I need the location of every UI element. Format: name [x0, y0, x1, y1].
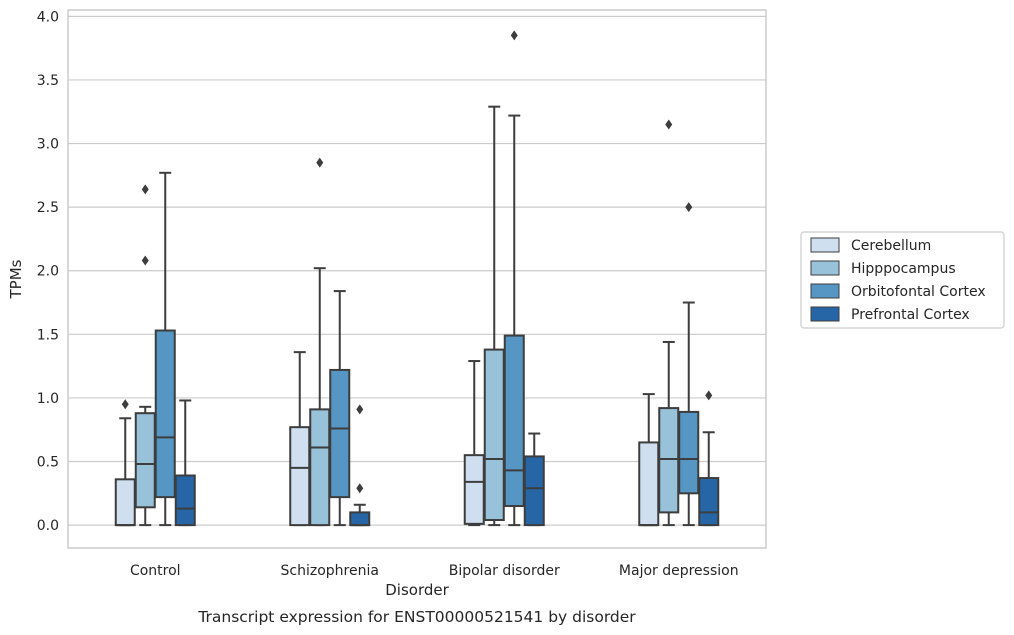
box-body — [309, 408, 331, 527]
box-body — [658, 407, 680, 514]
box-body — [114, 478, 136, 527]
x-axis-ticks: Control Schizophrenia Bipolar disorder Majo… — [130, 563, 739, 579]
box-3-0 — [638, 393, 660, 527]
legend-label: Cerebellum — [851, 238, 931, 254]
box-body — [678, 410, 700, 495]
outlier-point — [705, 390, 713, 401]
y-tick-label: 3.5 — [37, 73, 59, 89]
box-body — [638, 441, 660, 527]
outlier-point — [141, 255, 149, 266]
y-tick-label: 3.0 — [37, 137, 59, 153]
box-body — [698, 477, 720, 527]
box-3-1 — [658, 119, 680, 527]
chart-caption: Transcript expression for ENST0000052154… — [197, 608, 636, 626]
y-axis-ticks: 0.0 0.5 1.0 1.5 2.0 2.5 3.0 3.5 4.0 — [37, 9, 59, 534]
box-1-2 — [329, 290, 351, 527]
box-body — [134, 412, 156, 509]
box-body — [349, 511, 371, 527]
y-tick-label: 2.5 — [37, 200, 59, 216]
legend-label: Hipppocampus — [851, 261, 956, 277]
box-body — [523, 455, 545, 527]
legend-label: Prefrontal Cortex — [851, 307, 970, 323]
box-0-0 — [114, 399, 136, 527]
legend-frame — [800, 231, 1005, 329]
box-body — [289, 426, 311, 527]
box-body — [174, 474, 196, 527]
x-tick-label: Schizophrenia — [281, 563, 379, 579]
box-1-1 — [309, 157, 331, 527]
outlier-point — [141, 184, 149, 195]
box-body — [503, 334, 525, 508]
y-axis-label: TPMs — [7, 259, 25, 299]
y-tick-label: 1.5 — [37, 327, 59, 343]
legend-swatch — [810, 260, 840, 276]
outlier-point — [356, 483, 364, 494]
x-tick-label: Major depression — [619, 563, 739, 579]
box-body — [154, 329, 176, 499]
box-2-3 — [523, 432, 545, 527]
box-1-3 — [349, 404, 371, 527]
x-tick-label: Bipolar disorder — [449, 563, 560, 579]
y-tick-label: 1.0 — [37, 391, 59, 407]
box-0-3 — [174, 399, 196, 527]
box-body — [463, 454, 485, 525]
box-2-1 — [483, 105, 505, 527]
box-3-3 — [698, 390, 720, 527]
y-tick-label: 2.0 — [37, 264, 59, 280]
outlier-point — [356, 404, 364, 415]
box-0-2 — [154, 171, 176, 527]
y-tick-label: 0.5 — [37, 455, 59, 471]
legend-swatch — [810, 283, 840, 299]
x-axis-label: Disorder — [385, 581, 449, 599]
box-2-2 — [503, 30, 525, 527]
legend-label: Orbitofontal Cortex — [851, 284, 986, 300]
box-groups — [114, 30, 720, 527]
legend: Cerebellum Hipppocampus Orbitofontal Corte… — [800, 231, 1005, 329]
box-body — [483, 348, 505, 522]
plot-frame — [67, 9, 767, 549]
outlier-point — [316, 157, 324, 168]
outlier-point — [685, 202, 693, 213]
box-body — [329, 368, 351, 499]
legend-swatch — [810, 237, 840, 253]
y-tick-label: 4.0 — [37, 9, 59, 25]
x-tick-label: Control — [130, 563, 181, 579]
box-1-0 — [289, 351, 311, 527]
box-2-0 — [463, 360, 485, 527]
box-0-1 — [134, 184, 156, 527]
outlier-point — [510, 30, 518, 41]
outlier-point — [665, 119, 673, 130]
legend-swatch — [810, 306, 840, 322]
y-tick-label: 0.0 — [37, 518, 59, 534]
outlier-point — [121, 399, 129, 410]
box-3-2 — [678, 202, 700, 527]
